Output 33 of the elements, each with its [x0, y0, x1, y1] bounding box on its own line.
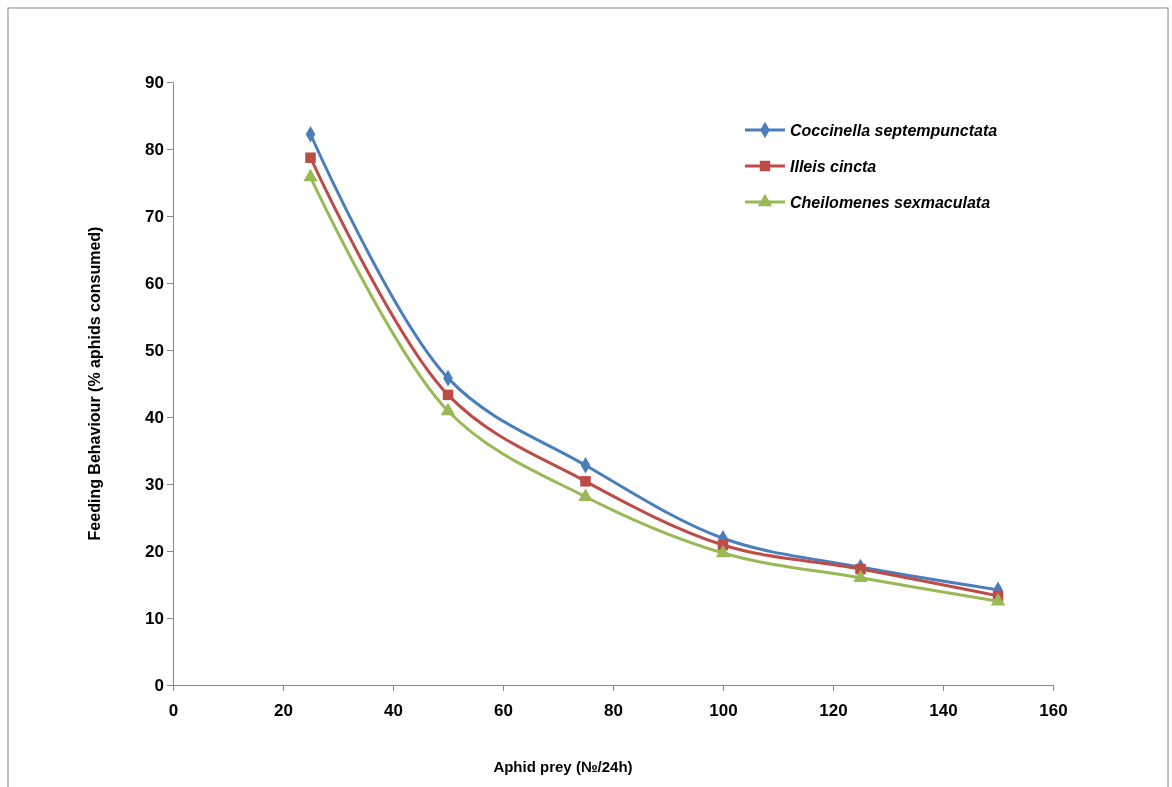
y-tick-label: 50	[145, 340, 164, 360]
point	[715, 544, 731, 558]
x-tick-label: 120	[819, 701, 848, 721]
legend-label: Cheilomenes sexmaculata	[790, 193, 991, 211]
y-tick-label: 80	[145, 139, 164, 159]
y-tick-label: 20	[145, 541, 164, 561]
point	[305, 152, 316, 163]
x-axis-title: Aphid prey (№/24h)	[493, 758, 633, 775]
y-tick-label: 0	[154, 675, 164, 695]
x-tick-label: 60	[494, 701, 513, 721]
point	[990, 592, 1006, 606]
legend-label: Coccinella septempunctata	[790, 121, 998, 139]
x-tick-label: 40	[384, 701, 403, 721]
y-tick-label: 40	[145, 407, 164, 427]
x-tick-label: 140	[929, 701, 958, 721]
point	[580, 476, 591, 487]
point	[578, 488, 593, 501]
x-tick-label: 100	[709, 701, 738, 721]
y-tick-label: 60	[145, 273, 164, 293]
y-tick-label: 70	[145, 206, 164, 226]
point	[440, 402, 456, 416]
x-tick-label: 20	[274, 701, 293, 721]
x-tick-label: 80	[604, 701, 623, 721]
y-tick-label: 10	[145, 608, 164, 628]
y-tick-label: 90	[145, 72, 164, 92]
legend-label: Illeis cincta	[790, 157, 877, 175]
y-axis-title: Feeding Behaviour (% aphids consumed)	[86, 226, 103, 541]
point	[303, 168, 318, 182]
x-tick-label: 160	[1039, 701, 1068, 721]
y-tick-label: 30	[145, 474, 164, 494]
point	[442, 389, 454, 401]
point	[853, 569, 868, 582]
x-tick-label: 0	[168, 701, 179, 721]
